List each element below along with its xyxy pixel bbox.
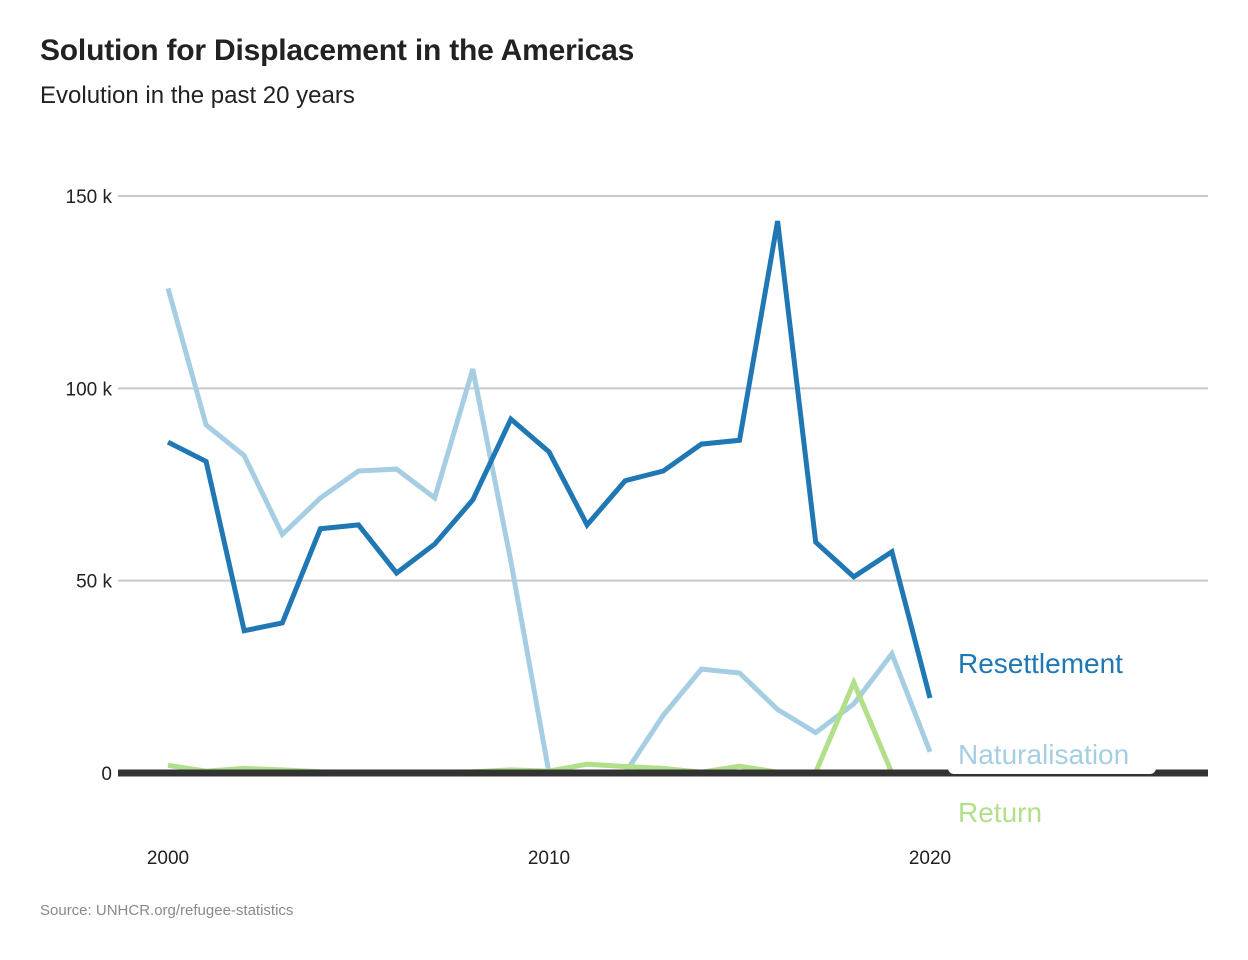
label-background [948, 736, 1156, 774]
x-tick-label: 2010 [528, 848, 570, 869]
y-tick-label: 0 [101, 764, 112, 785]
series-labels: Resettlement Naturalisation Return [948, 648, 1156, 828]
chart-title: Solution for Displacement in the America… [40, 34, 635, 67]
gridlines [118, 195, 1208, 582]
y-axis-tick-labels: 0 50 k 100 k 150 k [66, 187, 113, 785]
x-axis-tick-labels: 2000 2010 2020 [147, 848, 951, 869]
y-tick-label: 150 k [66, 187, 113, 208]
chart-subtitle: Evolution in the past 20 years [40, 82, 355, 109]
source-note: Source: UNHCR.org/refugee-statistics [40, 902, 294, 919]
series-label-resettlement: Resettlement [958, 648, 1123, 679]
series-label-naturalisation: Naturalisation [958, 739, 1129, 770]
series-line [166, 220, 933, 699]
y-tick-label: 50 k [76, 572, 112, 593]
x-tick-label: 2020 [909, 848, 951, 869]
x-tick-label: 2000 [147, 848, 189, 869]
y-tick-label: 100 k [66, 379, 113, 400]
series-lines [165, 220, 933, 776]
series-resettlement [166, 220, 933, 699]
series-label-return: Return [958, 797, 1042, 828]
